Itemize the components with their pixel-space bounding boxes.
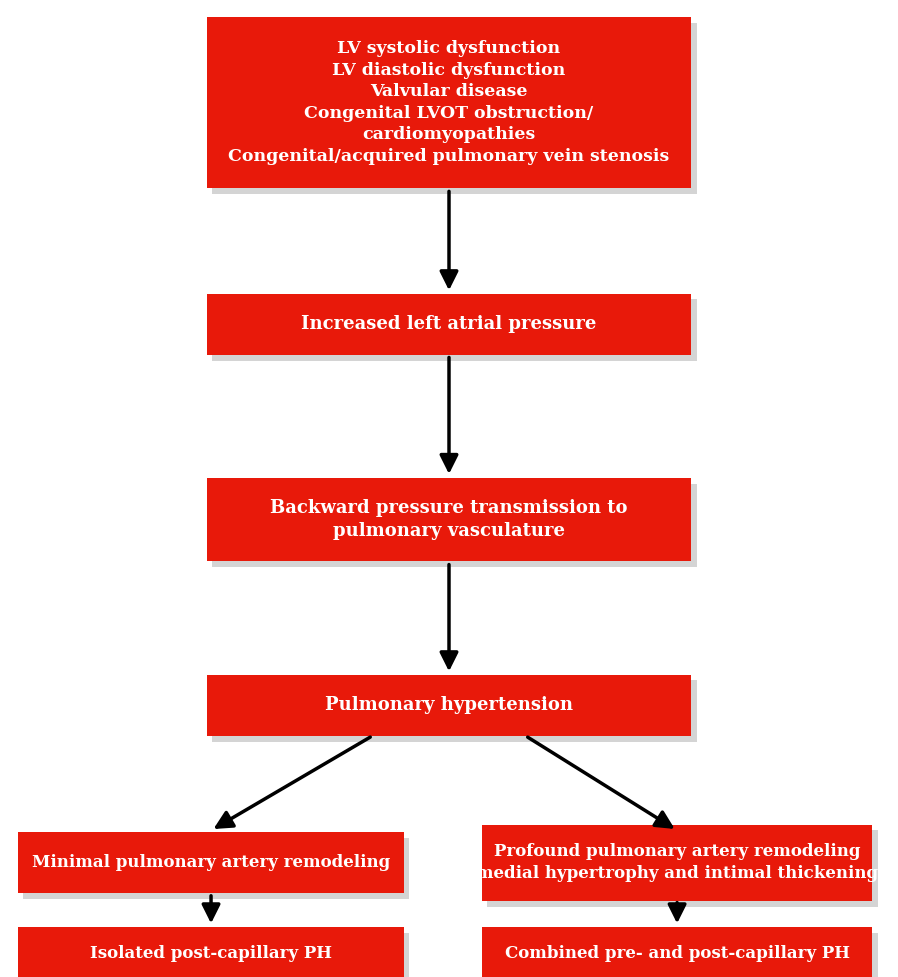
- FancyBboxPatch shape: [487, 830, 878, 907]
- Text: Pulmonary hypertension: Pulmonary hypertension: [325, 697, 573, 714]
- FancyBboxPatch shape: [207, 293, 691, 355]
- FancyBboxPatch shape: [212, 23, 697, 193]
- Text: Profound pulmonary artery remodeling
(medial hypertrophy and intimal thickening): Profound pulmonary artery remodeling (me…: [468, 843, 886, 882]
- FancyBboxPatch shape: [212, 299, 697, 361]
- Text: Isolated post-capillary PH: Isolated post-capillary PH: [90, 945, 332, 962]
- Text: Increased left atrial pressure: Increased left atrial pressure: [302, 316, 596, 333]
- FancyBboxPatch shape: [207, 18, 691, 188]
- FancyBboxPatch shape: [212, 680, 697, 743]
- FancyBboxPatch shape: [23, 837, 409, 899]
- FancyBboxPatch shape: [18, 926, 404, 977]
- FancyBboxPatch shape: [207, 674, 691, 737]
- Text: Backward pressure transmission to
pulmonary vasculature: Backward pressure transmission to pulmon…: [270, 499, 628, 540]
- FancyBboxPatch shape: [23, 932, 409, 977]
- FancyBboxPatch shape: [487, 932, 878, 977]
- Text: Minimal pulmonary artery remodeling: Minimal pulmonary artery remodeling: [32, 854, 390, 871]
- FancyBboxPatch shape: [212, 484, 697, 567]
- Text: LV systolic dysfunction
LV diastolic dysfunction
Valvular disease
Congenital LVO: LV systolic dysfunction LV diastolic dys…: [228, 40, 670, 165]
- Text: Combined pre- and post-capillary PH: Combined pre- and post-capillary PH: [505, 945, 850, 962]
- FancyBboxPatch shape: [18, 831, 404, 893]
- FancyBboxPatch shape: [481, 926, 873, 977]
- FancyBboxPatch shape: [481, 825, 873, 901]
- FancyBboxPatch shape: [207, 478, 691, 561]
